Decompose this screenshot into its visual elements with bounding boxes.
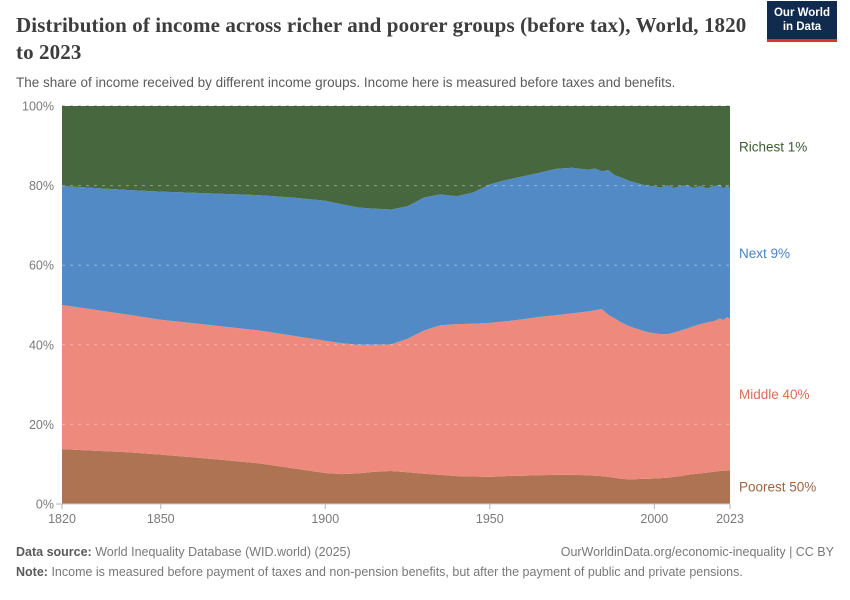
data-source: Data source: World Inequality Database (…	[16, 545, 351, 559]
y-tick-label: 0%	[36, 498, 54, 512]
x-tick-label: 1950	[476, 512, 504, 526]
series-label-next-9: Next 9%	[739, 246, 790, 261]
page-title: Distribution of income across richer and…	[16, 13, 747, 64]
footer-note: Note: Income is measured before payment …	[16, 565, 834, 579]
note-label: Note:	[16, 565, 48, 579]
y-tick-label: 80%	[29, 179, 54, 193]
chart-footer: Data source: World Inequality Database (…	[0, 538, 850, 579]
x-tick-label: 1900	[311, 512, 339, 526]
area-poorest-50[interactable]	[62, 449, 730, 504]
owid-logo-line1: Our World	[773, 7, 830, 19]
y-tick-label: 40%	[29, 338, 54, 352]
area-richest-1[interactable]	[62, 106, 730, 210]
chart-subtitle: The share of income received by differen…	[16, 74, 676, 90]
footer-citation-link[interactable]: OurWorldinData.org/economic-inequality |…	[560, 545, 834, 559]
area-middle-40[interactable]	[62, 305, 730, 480]
x-tick-label: 2023	[716, 512, 744, 526]
chart-header: Distribution of income across richer and…	[0, 0, 850, 90]
y-tick-label: 20%	[29, 418, 54, 432]
x-tick-label: 2000	[640, 512, 668, 526]
series-label-middle-40: Middle 40%	[739, 387, 810, 402]
note-value: Income is measured before payment of tax…	[51, 565, 743, 579]
area-next-9[interactable]	[62, 167, 730, 345]
owid-logo[interactable]: Our World in Data	[767, 1, 837, 42]
y-tick-label: 60%	[29, 259, 54, 273]
stacked-area-chart: 0% 20% 40% 60% 80% 100% 1820 1850 1900 1950 2000 20…	[0, 90, 850, 538]
x-tick-label: 1820	[48, 512, 76, 526]
data-source-value: World Inequality Database (WID.world) (2…	[95, 545, 351, 559]
x-tick-label: 1850	[147, 512, 175, 526]
y-tick-label: 100%	[22, 100, 54, 114]
series-label-richest-1: Richest 1%	[739, 139, 807, 154]
stacked-area-plot[interactable]: 0% 20% 40% 60% 80% 100% 1820 1850 1900 1950 2000 20…	[0, 90, 850, 538]
owid-logo-line2: in Data	[782, 21, 822, 34]
series-label-poorest-50: Poorest 50%	[739, 480, 816, 495]
data-source-label: Data source:	[16, 545, 92, 559]
